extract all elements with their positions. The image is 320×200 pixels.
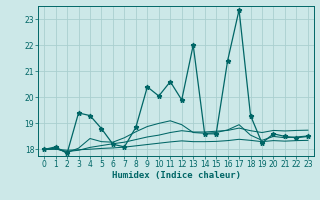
- X-axis label: Humidex (Indice chaleur): Humidex (Indice chaleur): [111, 171, 241, 180]
